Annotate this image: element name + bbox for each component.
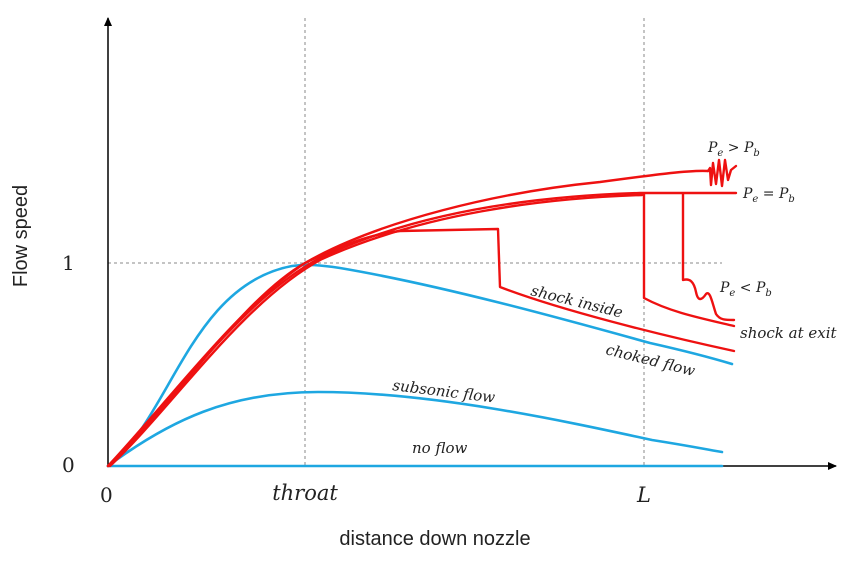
shock-inside-label: shock inside <box>529 281 625 321</box>
pe-equal-pb-label: Pe = Pb <box>742 186 795 205</box>
choked-flow-label: choked flow <box>604 340 697 380</box>
y-tick-1: 1 <box>62 251 75 275</box>
design-exit-curve-overlap <box>108 193 644 468</box>
choked-flow-curve <box>106 263 734 468</box>
x-tick-L: L <box>636 483 651 507</box>
shock-inside-curve <box>106 227 736 468</box>
y-tick-0: 0 <box>62 453 75 477</box>
x-tick-0: 0 <box>100 483 113 507</box>
subsonic-flow-curve <box>106 390 724 468</box>
shock-at-exit-curve <box>642 192 736 328</box>
pe-less-pb-label: Pe < Pb <box>719 280 772 299</box>
shock-at-exit-label: shock at exit <box>740 324 838 342</box>
y-axis-label: Flow speed <box>10 185 32 287</box>
overexpanded-oscillation <box>706 158 738 188</box>
supersonic-expansion-curve <box>106 169 710 468</box>
pe-greater-pb-label: Pe > Pb <box>707 140 760 159</box>
underexpanded-shock-curve <box>681 192 736 322</box>
x-tick-throat: throat <box>272 481 338 505</box>
x-axis-label: distance down nozzle <box>339 528 530 550</box>
no-flow-label: no flow <box>412 439 467 457</box>
